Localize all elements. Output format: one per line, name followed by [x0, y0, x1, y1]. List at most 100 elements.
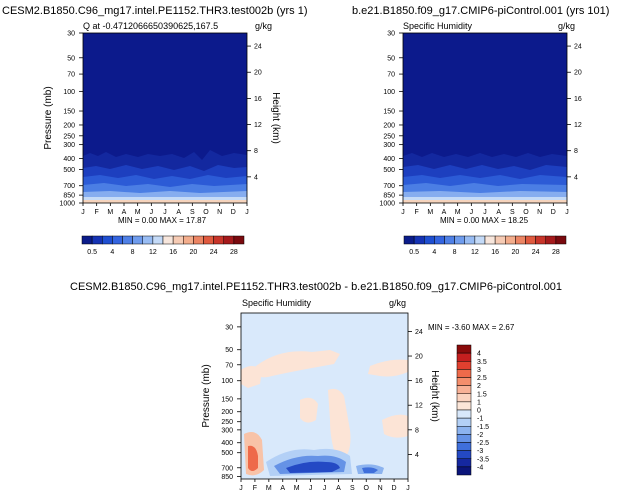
panel-3-colorbar-label: 2 — [477, 383, 481, 390]
panel-3-ytick-right-label: 12 — [415, 403, 423, 410]
panel-2-subtitle: Specific Humidity — [403, 21, 473, 31]
panel-3-colorbar-label: 4 — [477, 351, 481, 358]
panel-3-xtick-label: J — [239, 485, 243, 492]
panel-1-colorbar-swatch — [172, 235, 184, 245]
panel-3-ytick-label: 250 — [221, 419, 233, 426]
panel-3-stats: MIN = -3.60 MAX = 2.67 — [428, 323, 515, 332]
panel-3-y-axis-right: 24 20 16 12 8 4 — [408, 329, 423, 459]
panel-2-xtick-label: M — [427, 209, 433, 216]
panel-1-ytick-label: 700 — [63, 183, 75, 190]
panel-3-xtick-label: A — [336, 485, 341, 492]
panel-3-warm-band-upper — [256, 350, 340, 378]
panel-3: CESM2.B1850.C96_mg17.intel.PE1152.THR3.t… — [70, 281, 562, 492]
panel-2-y-axis-right: 24 20 16 12 8 4 — [567, 44, 582, 181]
panel-3-colorbar-label: 1.5 — [477, 391, 487, 398]
panel-1-subtitle: Q at -0.4712066650390625,167.5 — [83, 21, 218, 31]
panel-1-ytick-right-label: 24 — [254, 44, 262, 51]
panel-2-title: b.e21.B1850.f09_g17.CMIP6-piControl.001 … — [352, 5, 609, 17]
panel-2-stats: MIN = 0.00 MAX = 18.25 — [440, 216, 529, 225]
panel-2-ytick-label: 30 — [387, 31, 395, 38]
panel-2-colorbar-swatch — [444, 235, 455, 245]
panel-3-colorbar-label: -1 — [477, 416, 483, 423]
panel-3-colorbar-swatch — [456, 344, 472, 354]
panel-1-ylabel: Pressure (mb) — [43, 86, 54, 149]
panel-2-ytick-right-label: 8 — [574, 148, 578, 155]
panel-3-warm-patch — [300, 397, 318, 423]
panel-3-warm-band-right — [368, 359, 408, 377]
panel-2-colorbar-swatch — [403, 235, 415, 245]
panel-3-colorbar-label: -2 — [477, 432, 483, 439]
panel-1-ytick-label: 200 — [63, 122, 75, 129]
panel-1-ytick-label: 850 — [63, 193, 75, 200]
panel-1-xtick-label: N — [217, 209, 222, 216]
panel-3-xtick-label: M — [266, 485, 272, 492]
panel-1-colorbar-label: 16 — [169, 249, 177, 256]
panel-1-ytick-right-label: 16 — [254, 96, 262, 103]
panel-2-ytick-label: 850 — [383, 193, 395, 200]
panel-1-colorbar-swatch — [102, 235, 113, 245]
panel-1-xtick-label: A — [176, 209, 181, 216]
panel-2-ytick-label: 300 — [383, 142, 395, 149]
panel-1-xtick-label: A — [122, 209, 127, 216]
panel-1-colorbar-label: 28 — [230, 249, 238, 256]
panel-2-ytick-label: 400 — [383, 156, 395, 163]
panel-3-colorbar-swatch — [456, 361, 472, 370]
panel-2-colorbar-label: 4 — [432, 249, 436, 256]
panel-3-subtitle: Specific Humidity — [242, 298, 312, 308]
panel-3-ytick-right-label: 8 — [415, 427, 419, 434]
panel-1-ytick-label: 1000 — [59, 201, 75, 208]
panel-2-ytick-label: 500 — [383, 167, 395, 174]
panel-2-xtick-label: J — [483, 209, 487, 216]
panel-3-ytick-right-label: 16 — [415, 378, 423, 385]
panel-2-colorbar-swatch — [424, 235, 435, 245]
panel-2-xtick-label: D — [551, 209, 556, 216]
panel-2-units: g/kg — [558, 21, 575, 31]
panel-1-ytick-label: 400 — [63, 156, 75, 163]
panel-2-colorbar-label: 0.5 — [409, 249, 419, 256]
panel-1-ytick-right-label: 12 — [254, 122, 262, 129]
panel-1-plot — [82, 32, 248, 204]
panel-2-colorbar-label: 20 — [511, 249, 519, 256]
panel-1-xtick-label: S — [190, 209, 195, 216]
panel-1-xtick-label: O — [203, 209, 209, 216]
panel-2-colorbar-label: 28 — [552, 249, 560, 256]
panel-2-ytick-right-label: 4 — [574, 174, 578, 181]
panel-3-xtick-label: S — [350, 485, 355, 492]
panel-1-colorbar-swatch — [213, 235, 224, 245]
panel-3-xtick-label: D — [392, 485, 397, 492]
panel-1-xtick-label: J — [81, 209, 85, 216]
panel-3-colorbar-label: -2.5 — [477, 440, 489, 447]
panel-3-colorbar-label: -3 — [477, 448, 483, 455]
panel-3-xtick-label: N — [378, 485, 383, 492]
panel-2-ytick-label: 150 — [383, 109, 395, 116]
panel-3-colorbar-swatch — [456, 458, 472, 468]
panel-1-ytick-right-label: 20 — [254, 70, 262, 77]
panel-3-ytick-right-label: 24 — [415, 329, 423, 336]
panel-3-ytick-label: 700 — [221, 465, 233, 472]
panel-3-colorbar-swatch — [456, 466, 472, 476]
panel-3-xtick-label: J — [323, 485, 327, 492]
panel-2-colorbar-swatch — [555, 235, 567, 245]
panel-2-ytick-label: 50 — [387, 55, 395, 62]
panel-2-ytick-label: 700 — [383, 183, 395, 190]
panel-2-colorbar-swatch — [535, 235, 546, 245]
panel-2-ytick-right-label: 12 — [574, 122, 582, 129]
panel-3-xtick-label: J — [406, 485, 410, 492]
panel-3-xtick-label: M — [294, 485, 300, 492]
panel-1-colorbar-swatch — [162, 235, 174, 245]
panel-2-colorbar-swatch — [545, 235, 557, 245]
panel-1-ytick-label: 30 — [67, 31, 75, 38]
panel-3-units: g/kg — [389, 298, 406, 308]
panel-3-ytick-right-label: 20 — [415, 354, 423, 361]
panel-3-xtick-label: A — [280, 485, 285, 492]
panel-1-ytick-label: 70 — [67, 72, 75, 79]
panel-3-colorbar-label: -4 — [477, 464, 483, 471]
panel-3-colorbar-label: 3 — [477, 367, 481, 374]
panel-1-xtick-label: M — [107, 209, 113, 216]
panel-2-ytick-right-label: 20 — [574, 70, 582, 77]
panel-2-xtick-label: N — [537, 209, 542, 216]
panel-1-colorbar-swatch — [183, 235, 194, 245]
panel-2-xtick-label: J — [470, 209, 474, 216]
panel-1-xtick-label: D — [231, 209, 236, 216]
